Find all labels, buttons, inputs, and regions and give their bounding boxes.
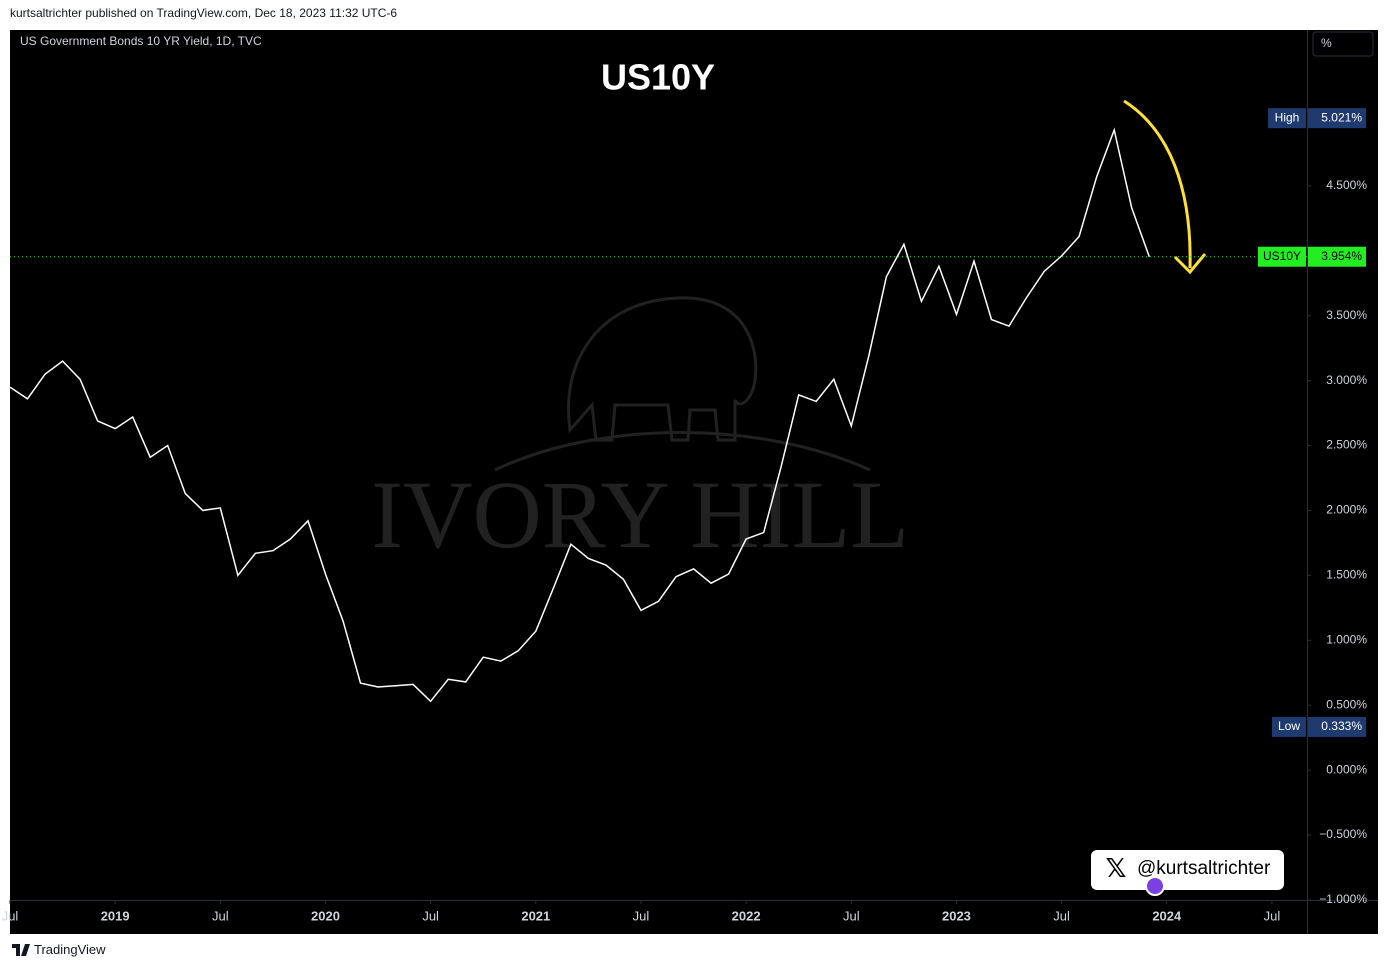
low-name: Low — [1278, 719, 1300, 733]
handle: @kurtsaltrichter — [1137, 858, 1271, 879]
x-tick-label: 2024 — [1152, 908, 1182, 923]
low-name-box — [1272, 716, 1306, 737]
y-tick-label: 3.500% — [1326, 308, 1367, 322]
footer-text: TradingView — [34, 942, 106, 957]
last-price-label: 3.954% — [1321, 249, 1362, 263]
chart-title: US10Y — [601, 57, 715, 98]
y-tick-label: 2.000% — [1326, 503, 1367, 517]
watermark-logo: IVORY HILL — [371, 296, 909, 568]
y-tick-label: 1.500% — [1326, 568, 1367, 582]
x-tick-label: 2023 — [942, 908, 971, 923]
handle-badge — [1091, 850, 1284, 890]
y-tick-label: 0.500% — [1326, 697, 1367, 711]
x-tick-label: Jul — [1264, 908, 1281, 923]
y-tick-label: 1.000% — [1326, 632, 1367, 646]
y-tick-label: −0.500% — [1319, 827, 1367, 841]
last-price-box — [1308, 246, 1366, 267]
x-tick-label: 2021 — [521, 908, 550, 923]
high-name-box — [1268, 108, 1306, 129]
footer: TradingView — [12, 942, 106, 957]
x-tick-label: 2019 — [101, 908, 130, 923]
high-name: High — [1275, 110, 1300, 124]
x-tick-label: Jul — [633, 908, 650, 923]
chart-subtitle: US Government Bonds 10 YR Yield, 1D, TVC — [20, 34, 262, 48]
x-tick-label: Jul — [212, 908, 229, 923]
y-tick-label: 3.000% — [1326, 373, 1367, 387]
x-logo: 𝕏 — [1106, 853, 1127, 883]
badge-icon — [1145, 876, 1165, 896]
annotation-arrow — [1123, 99, 1192, 269]
x-tick-label: 2022 — [732, 908, 761, 923]
high-value-label: 5.021% — [1321, 110, 1362, 124]
low-value-box — [1308, 716, 1366, 737]
byline: kurtsaltrichter published on TradingView… — [10, 6, 398, 20]
unit-box[interactable] — [1312, 31, 1374, 57]
footer-logo — [12, 943, 30, 956]
y-tick-label: 0.000% — [1326, 762, 1367, 776]
last-price-name-box — [1258, 246, 1306, 267]
y-unit: % — [1321, 36, 1332, 50]
series-line — [9, 127, 1151, 703]
y-tick-label: 4.500% — [1326, 178, 1367, 192]
y-tick-label: 2.500% — [1326, 438, 1367, 452]
chart-background — [10, 30, 1378, 934]
x-tick-label: Jul — [1053, 908, 1070, 923]
high-value-box — [1308, 108, 1366, 129]
y-tick-label: −1.000% — [1319, 892, 1367, 906]
x-tick-label: Jul — [2, 908, 19, 923]
annotation-arrowhead — [1173, 253, 1207, 275]
low-value-label: 0.333% — [1321, 719, 1362, 733]
x-tick-label: Jul — [422, 908, 439, 923]
last-price-name: US10Y — [1263, 249, 1301, 263]
x-tick-label: Jul — [843, 908, 860, 923]
x-tick-label: 2020 — [311, 908, 340, 923]
watermark-text: IVORY HILL — [371, 461, 909, 568]
